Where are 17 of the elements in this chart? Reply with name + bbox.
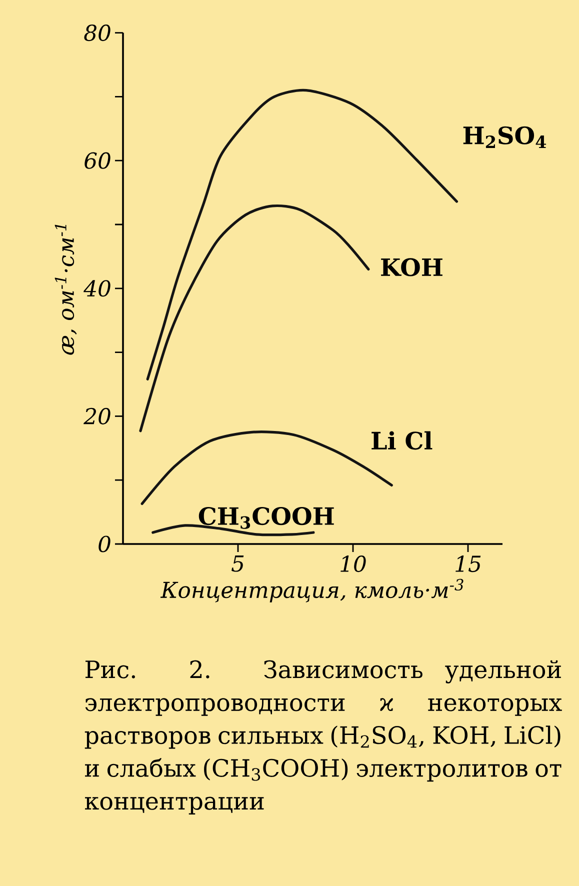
x-tick-label: 15 [456,556,481,572]
text: Рис. 2. Зависимость удельной электропроводности ϰ некоторых растворов сильных (H$_{2}$SO$_{4}$, KOH, LiCl) и слабых (CH$_{3}$COOH) электролитов от концентрации [84,660,562,815]
x-axis-title: Концентрация, кмоль·м$^{-3}$ [160,578,464,602]
series-label: CH$_{3}$COOH [198,507,334,529]
line-series [146,88,458,380]
y-tick-label: 0 [98,536,110,552]
x-tick-label: 10 [340,556,366,572]
series-label: Li Cl [372,431,432,450]
line-series [139,204,370,432]
series-label: KOH [381,258,442,276]
y-tick-label: 20 [84,408,110,424]
y-tick-label: 60 [84,152,110,169]
x-tick-label: 5 [232,556,244,572]
y-tick-label: 80 [84,24,110,42]
y-axis-title: æ, ом$^{-1}$·см$^{-1}$ [54,224,77,355]
y-tick-label: 40 [84,280,110,297]
series-label: H$_{2}$SO$_{4}$ [463,126,546,148]
